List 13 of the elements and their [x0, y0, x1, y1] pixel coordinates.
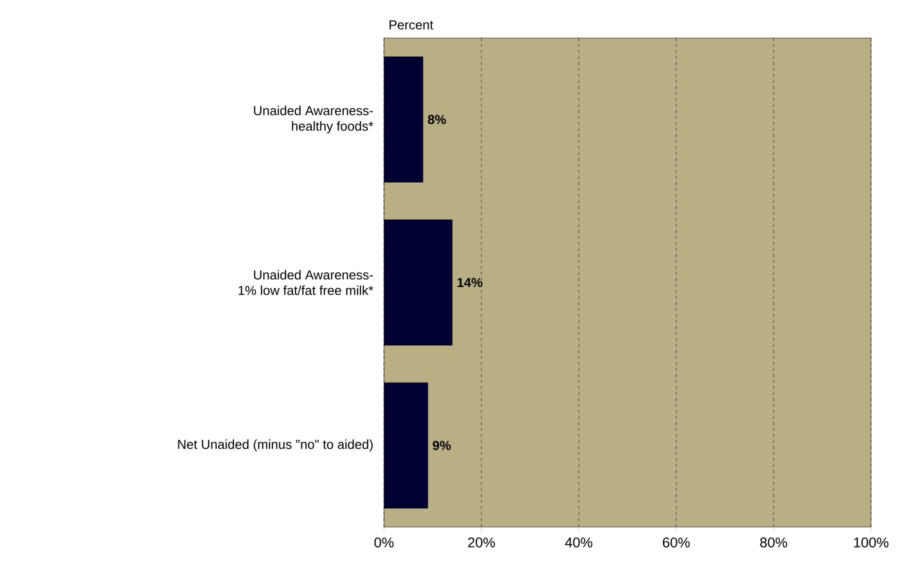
x-tick-label: 100%: [854, 538, 888, 548]
x-tick-label: 0%: [374, 538, 394, 548]
x-axis-title: Percent: [390, 20, 434, 30]
data-label: 8%: [428, 114, 446, 124]
data-label: 9%: [432, 440, 451, 450]
x-tick-label: 20%: [468, 538, 495, 548]
x-tick-label: 60%: [662, 538, 690, 548]
y-tick-label: Unaided Awareness- healthy foods*: [254, 106, 374, 134]
data-label: 14%: [458, 278, 482, 288]
x-tick-label: 80%: [760, 538, 788, 548]
x-tick-label: 40%: [565, 538, 592, 548]
y-tick-label: Net Unaided (minus "no" to aided): [178, 439, 373, 452]
y-tick-label: Unaided Awareness- 1% low fat/fat free milk*: [238, 270, 374, 296]
